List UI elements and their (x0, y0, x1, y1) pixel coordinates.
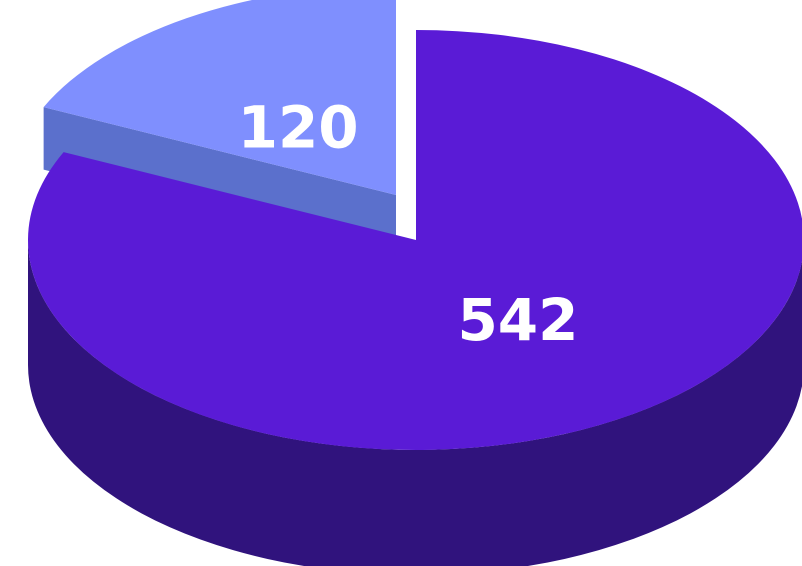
slice-side-542 (28, 240, 802, 566)
slice-large-side (28, 240, 802, 566)
data-label-542: 542 (457, 286, 578, 354)
slice-542 (28, 30, 802, 450)
slice-small-top-group (43, 0, 396, 195)
data-label-120: 120 (238, 94, 359, 162)
slice-large-top-group (28, 30, 802, 450)
slice-120 (43, 0, 396, 195)
